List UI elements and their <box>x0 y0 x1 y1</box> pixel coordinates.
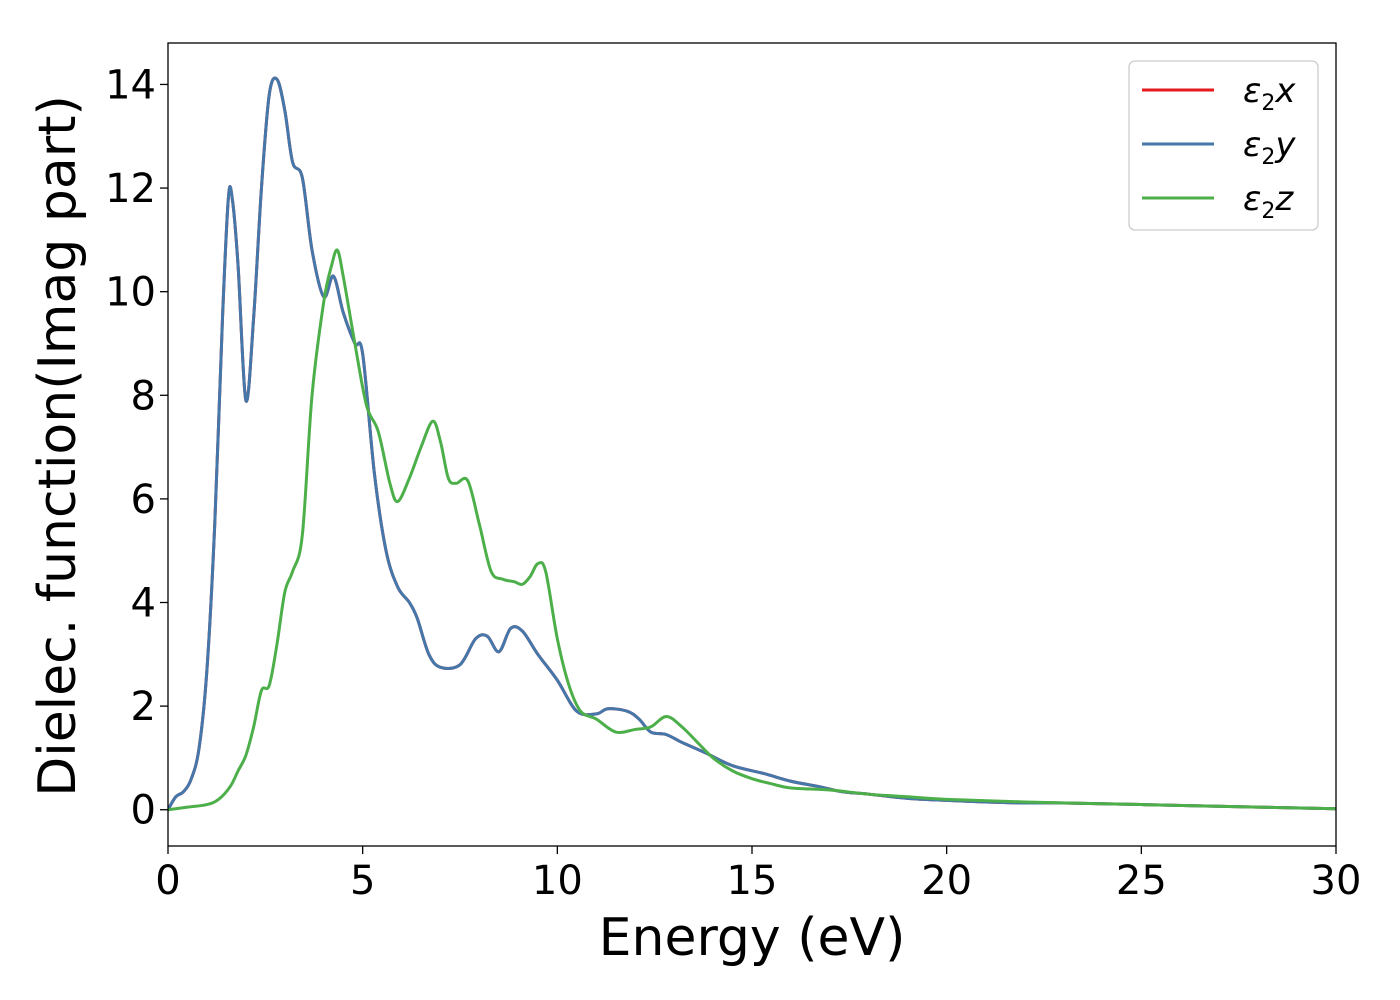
x-tick-label: 5 <box>350 858 375 904</box>
x-tick-label: 15 <box>727 858 778 904</box>
legend: ε2x ε2y ε2z <box>1128 60 1319 231</box>
y-tick-label: 12 <box>105 166 156 212</box>
y-tick-label: 0 <box>131 788 156 834</box>
y-tick-label: 10 <box>105 270 156 316</box>
legend-label-z: ε2z <box>1243 179 1294 224</box>
y-axis: 0 2 4 6 8 10 12 14 <box>105 62 168 834</box>
series-layer <box>168 76 1336 812</box>
series-line-z <box>168 248 1336 812</box>
y-tick-label: 4 <box>131 581 156 627</box>
x-axis-label: Energy (eV) <box>599 908 906 968</box>
x-tick-label: 30 <box>1311 858 1362 904</box>
y-tick-label: 14 <box>105 62 156 108</box>
legend-label-y: ε2y <box>1243 125 1296 170</box>
series-line-y <box>168 76 1336 812</box>
y-tick-label: 8 <box>131 373 156 419</box>
x-tick-label: 0 <box>155 858 180 904</box>
legend-label-x: ε2x <box>1243 71 1296 116</box>
y-tick-label: 6 <box>131 477 156 523</box>
x-tick-label: 20 <box>921 858 972 904</box>
x-axis: 0 5 10 15 20 25 30 <box>155 846 1361 904</box>
x-tick-label: 25 <box>1116 858 1167 904</box>
legend-box <box>1128 60 1319 231</box>
y-axis-label: Dielec. function(Imag part) <box>28 95 88 797</box>
y-tick-label: 2 <box>131 684 156 730</box>
x-tick-label: 10 <box>532 858 583 904</box>
